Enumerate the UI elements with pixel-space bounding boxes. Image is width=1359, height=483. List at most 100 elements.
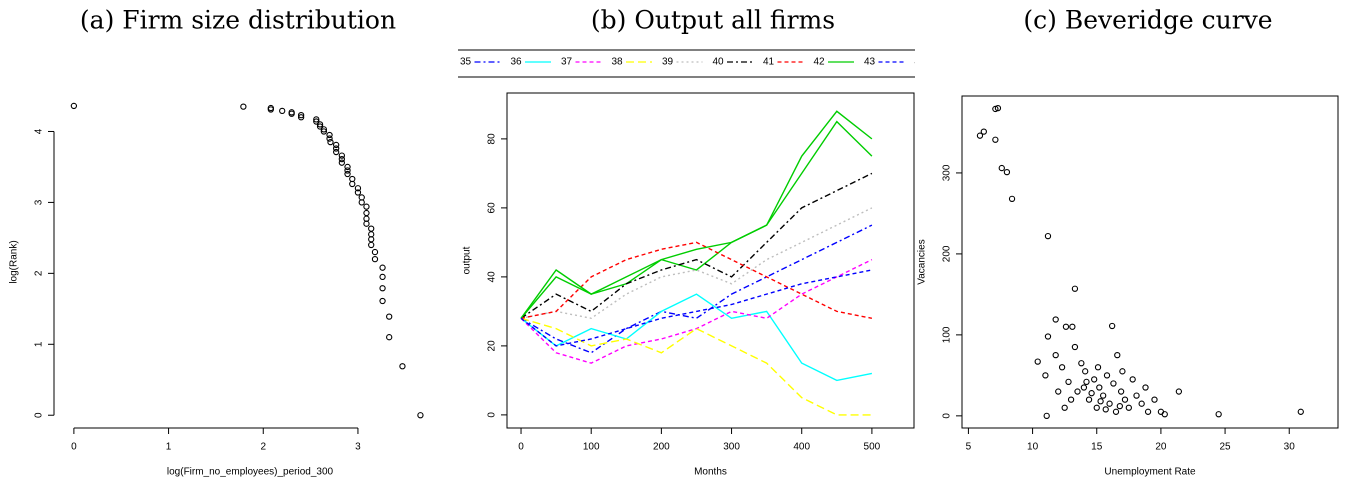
point xyxy=(1110,380,1117,387)
point xyxy=(1083,378,1090,385)
point xyxy=(363,209,370,217)
y-tick-label: 60 xyxy=(487,202,498,214)
series-line xyxy=(520,207,873,320)
y-axis-title: Vacancies xyxy=(917,239,928,284)
point xyxy=(980,128,987,135)
legend-label: 43 xyxy=(864,57,876,68)
point xyxy=(386,313,393,320)
point xyxy=(1052,316,1059,323)
point xyxy=(1078,360,1085,367)
legend-label: 41 xyxy=(763,57,775,68)
point xyxy=(1085,396,1093,403)
legend-label: 38 xyxy=(612,57,624,68)
point xyxy=(297,112,305,119)
point xyxy=(1067,396,1075,403)
point xyxy=(1034,358,1041,365)
point xyxy=(1088,390,1095,397)
point xyxy=(1044,333,1052,340)
y-tick-label: 40 xyxy=(487,271,498,283)
point xyxy=(1093,404,1100,411)
y-tick-label: 2 xyxy=(34,270,45,276)
x-axis-title: Unemployment Rate xyxy=(1104,467,1196,478)
point xyxy=(1065,378,1072,385)
point xyxy=(288,110,295,117)
point xyxy=(1052,351,1059,359)
point xyxy=(1129,376,1136,383)
point xyxy=(1133,392,1140,399)
point xyxy=(333,145,340,152)
point xyxy=(1138,400,1145,407)
legend-label: 36 xyxy=(511,57,523,68)
point xyxy=(386,334,393,341)
point xyxy=(417,412,424,419)
point xyxy=(358,199,365,206)
legend-label: 44 xyxy=(915,57,927,68)
series-line xyxy=(520,110,873,319)
point xyxy=(338,152,345,159)
point xyxy=(338,155,345,163)
y-axis-title: log(Rank) xyxy=(9,240,20,283)
point xyxy=(1100,392,1107,399)
point xyxy=(1094,364,1102,371)
x-tick-label: 20 xyxy=(1155,442,1167,453)
point xyxy=(1071,285,1079,292)
point xyxy=(320,128,328,135)
point xyxy=(333,148,340,156)
point xyxy=(368,241,375,249)
y-tick-label: 300 xyxy=(942,164,953,181)
y-tick-label: 0 xyxy=(34,412,45,418)
point xyxy=(379,264,386,271)
x-tick-label: 500 xyxy=(864,442,881,453)
chart-title: (a) Firm size distribution xyxy=(80,6,396,35)
point xyxy=(379,273,386,281)
legend-label: 37 xyxy=(561,57,573,68)
point xyxy=(399,363,406,370)
x-axis-title: log(Firm_no_employees)_period_300 xyxy=(167,467,334,478)
point xyxy=(379,297,386,305)
point xyxy=(1114,351,1121,359)
point xyxy=(354,189,362,196)
point xyxy=(316,121,324,128)
chart-title: (c) Beveridge curve xyxy=(1023,6,1272,35)
x-tick-label: 300 xyxy=(723,442,740,453)
x-tick-label: 25 xyxy=(1220,442,1232,453)
x-tick-label: 0 xyxy=(71,442,77,453)
legend-label: 42 xyxy=(814,57,826,68)
series-line xyxy=(520,259,873,364)
series-line xyxy=(520,293,873,382)
x-tick-label: 30 xyxy=(1284,442,1296,453)
x-tick-label: 5 xyxy=(966,442,972,453)
point xyxy=(976,132,984,139)
legend-label: 39 xyxy=(662,57,674,68)
point xyxy=(1044,232,1052,240)
point xyxy=(1119,368,1126,375)
x-tick-label: 2 xyxy=(260,442,266,453)
y-tick-label: 0 xyxy=(487,412,498,418)
point xyxy=(1008,195,1016,202)
point xyxy=(344,167,351,174)
point xyxy=(326,131,333,139)
point xyxy=(1125,404,1132,411)
point xyxy=(354,185,362,192)
y-tick-label: 0 xyxy=(942,413,953,419)
x-tick-label: 100 xyxy=(583,442,600,453)
point xyxy=(1096,384,1103,391)
y-tick-label: 200 xyxy=(942,245,953,262)
series-line xyxy=(520,241,873,319)
point xyxy=(349,180,356,188)
point xyxy=(1151,396,1158,403)
point xyxy=(1082,368,1089,375)
point xyxy=(1106,400,1113,407)
point xyxy=(1074,388,1081,395)
series-line xyxy=(520,269,873,347)
point xyxy=(379,285,386,292)
point xyxy=(1144,408,1152,415)
point xyxy=(371,248,379,256)
series-line xyxy=(520,172,873,319)
x-axis-title: Months xyxy=(694,467,727,478)
point xyxy=(1069,323,1076,330)
x-tick-label: 10 xyxy=(1027,442,1039,453)
point xyxy=(1112,408,1120,415)
point xyxy=(1108,322,1116,330)
